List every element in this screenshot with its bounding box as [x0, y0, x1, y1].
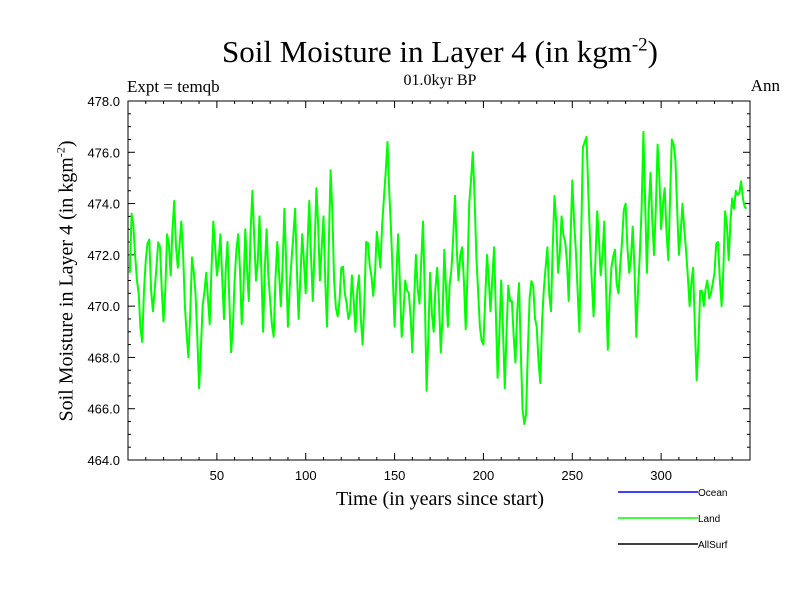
legend-label-allsurf: AllSurf — [698, 540, 728, 551]
y-tick-label: 464.0 — [87, 453, 120, 468]
chart-subtitle: 01.0kyr BP — [403, 72, 477, 89]
series-line-land — [128, 130, 748, 425]
x-tick-label: 300 — [650, 468, 672, 483]
axis-ticks: 50 100 150 200 250 300 464.0 466.0 468.0 470.0 472… — [87, 94, 750, 483]
x-tick-label: 150 — [384, 468, 406, 483]
y-tick-label: 470.0 — [87, 299, 120, 314]
x-tick-label: 100 — [295, 468, 317, 483]
legend-label-ocean: Ocean — [698, 488, 727, 499]
y-tick-label: 478.0 — [87, 94, 120, 109]
x-tick-label: 200 — [473, 468, 495, 483]
season-label: Ann — [750, 76, 780, 95]
x-tick-label: 50 — [210, 468, 224, 483]
series-layer — [128, 130, 748, 425]
y-tick-label: 472.0 — [87, 248, 120, 263]
y-tick-label: 466.0 — [87, 402, 120, 417]
y-tick-label: 476.0 — [87, 145, 120, 160]
y-tick-label: 474.0 — [87, 197, 120, 212]
chart-title: Soil Moisture in Layer 4 (in kgm-2) — [222, 34, 658, 69]
y-tick-label: 468.0 — [87, 350, 120, 365]
legend: Ocean Land AllSurf — [618, 488, 728, 551]
x-tick-label: 250 — [561, 468, 583, 483]
legend-label-land: Land — [698, 514, 720, 525]
experiment-label: Expt = temqb — [127, 77, 220, 96]
x-axis-label: Time (in years since start) — [335, 488, 545, 510]
